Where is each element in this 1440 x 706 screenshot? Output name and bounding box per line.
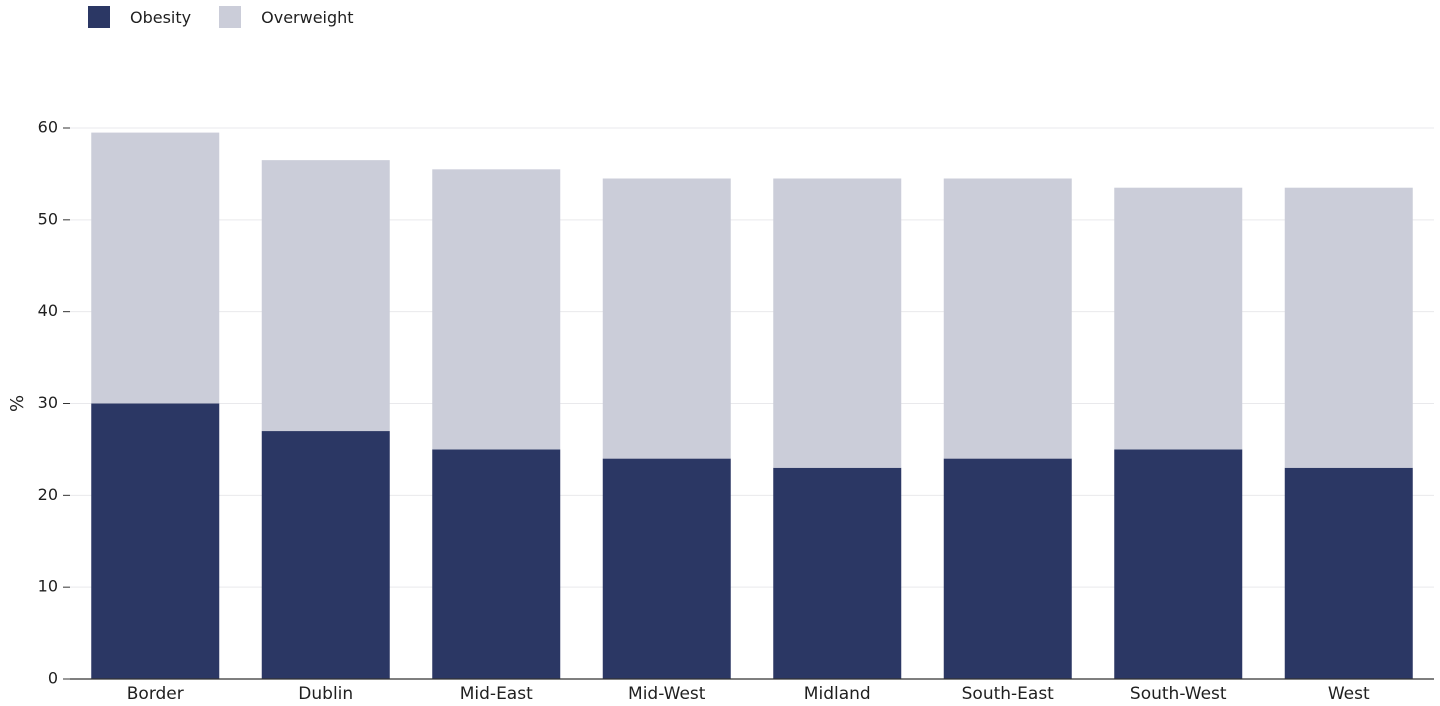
bar-obesity xyxy=(773,467,902,679)
y-tick-label: 30 xyxy=(38,393,58,412)
y-axis-label: % xyxy=(7,395,28,412)
x-tick-label: Border xyxy=(127,684,184,704)
y-tick-label: 10 xyxy=(38,577,58,596)
bar-overweight xyxy=(1284,187,1413,468)
legend-label-overweight: Overweight xyxy=(261,7,354,27)
legend-item-obesity[interactable]: Obesity xyxy=(88,6,191,28)
bar-overweight xyxy=(602,178,731,459)
legend-swatch-obesity xyxy=(88,6,110,28)
bar-obesity xyxy=(1284,467,1413,679)
bar-obesity xyxy=(602,458,731,679)
bar-overweight xyxy=(1114,187,1243,450)
x-tick-label: Dublin xyxy=(298,684,353,704)
bar-obesity xyxy=(943,458,1072,679)
legend-swatch-overweight xyxy=(219,6,242,28)
bar-overweight xyxy=(773,178,902,468)
bar-overweight xyxy=(432,169,561,450)
bar-obesity xyxy=(1114,449,1243,679)
legend-item-overweight[interactable]: Overweight xyxy=(219,6,354,28)
chart-legend: Obesity Overweight xyxy=(88,6,354,28)
x-tick-label: West xyxy=(1328,684,1370,704)
y-tick-label: 0 xyxy=(48,669,58,688)
y-tick-label: 50 xyxy=(38,209,58,228)
bar-obesity xyxy=(432,449,561,679)
y-tick-label: 20 xyxy=(38,485,58,504)
x-tick-label: Mid-East xyxy=(460,684,533,704)
bar-overweight xyxy=(943,178,1072,459)
x-tick-label: South-West xyxy=(1130,684,1227,704)
y-tick-label: 60 xyxy=(38,118,58,137)
x-tick-label: Mid-West xyxy=(628,684,706,704)
bar-obesity xyxy=(261,431,390,679)
bar-overweight xyxy=(91,132,220,404)
legend-label-obesity: Obesity xyxy=(130,7,192,27)
x-tick-label: Midland xyxy=(804,684,871,704)
bar-overweight xyxy=(261,160,390,432)
x-tick-label: South-East xyxy=(962,684,1055,704)
y-tick-label: 40 xyxy=(38,301,58,320)
bar-obesity xyxy=(91,403,220,679)
